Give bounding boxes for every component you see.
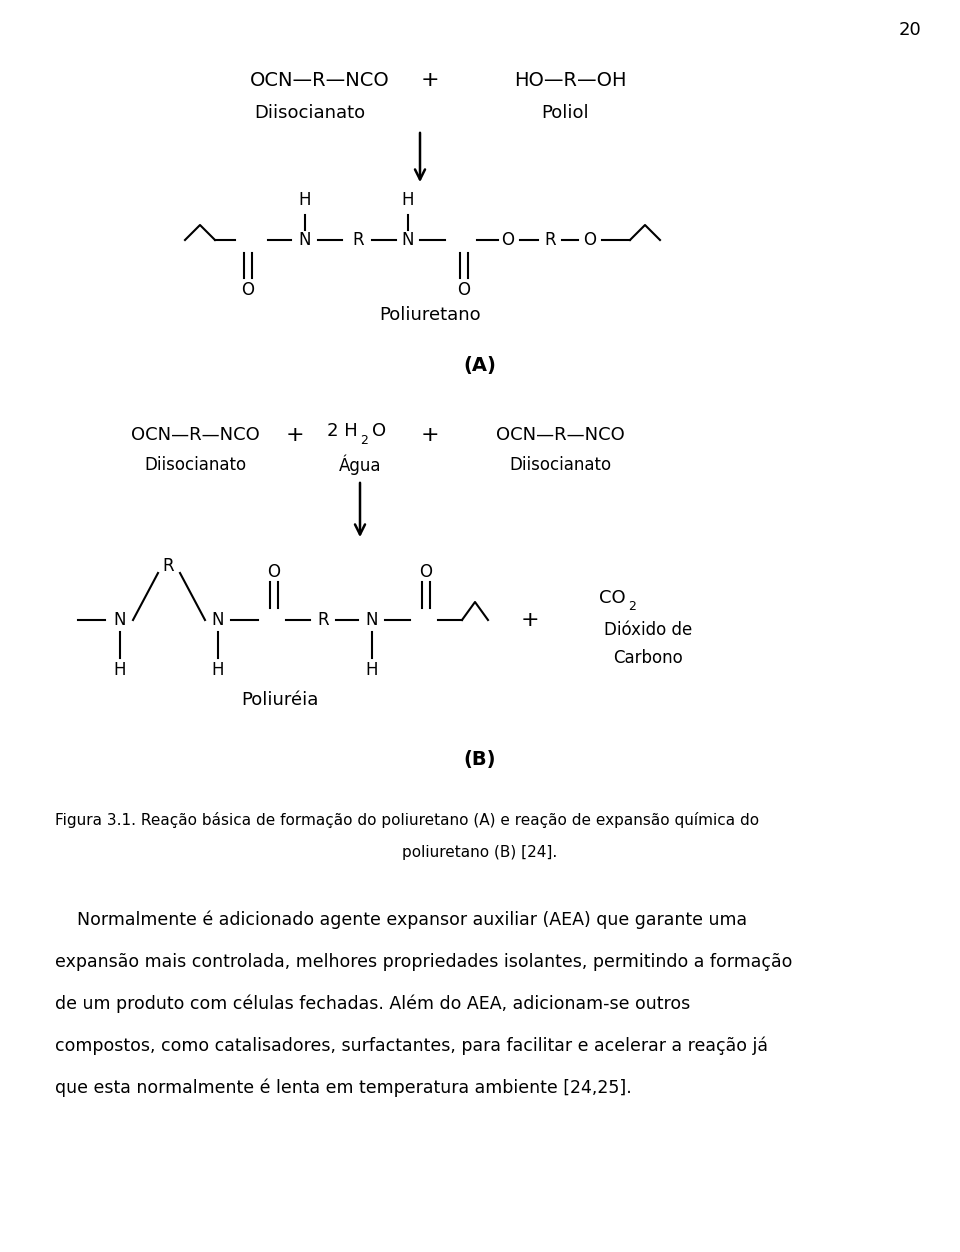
- Text: H: H: [401, 192, 415, 209]
- Text: Diisocianato: Diisocianato: [144, 456, 246, 475]
- Text: R: R: [352, 232, 364, 249]
- Text: +: +: [286, 424, 304, 444]
- Text: de um produto com células fechadas. Além do AEA, adicionam-se outros: de um produto com células fechadas. Além…: [55, 995, 690, 1013]
- Text: O: O: [268, 563, 280, 581]
- Text: O: O: [584, 232, 596, 249]
- Text: Normalmente é adicionado agente expansor auxiliar (AEA) que garante uma: Normalmente é adicionado agente expansor…: [55, 910, 747, 929]
- Text: Poliol: Poliol: [541, 104, 588, 121]
- Text: OCN—R—NCO: OCN—R—NCO: [131, 426, 259, 444]
- Text: O: O: [420, 563, 433, 581]
- Text: H: H: [212, 661, 225, 679]
- Text: 2 H: 2 H: [327, 422, 358, 439]
- Text: +: +: [420, 424, 440, 444]
- Text: R: R: [162, 557, 174, 575]
- Text: N: N: [299, 232, 311, 249]
- Text: Poliuretano: Poliuretano: [379, 305, 481, 324]
- Text: R: R: [544, 232, 556, 249]
- Text: 2: 2: [628, 600, 636, 612]
- Text: Figura 3.1. Reação básica de formação do poliuretano (A) e reação de expansão qu: Figura 3.1. Reação básica de formação do…: [55, 813, 759, 828]
- Text: CO: CO: [599, 588, 626, 607]
- Text: +: +: [420, 70, 440, 90]
- Text: H: H: [366, 661, 378, 679]
- Text: +: +: [520, 610, 540, 630]
- Text: Diisocianato: Diisocianato: [254, 104, 366, 121]
- Text: (A): (A): [464, 356, 496, 374]
- Text: 2: 2: [360, 433, 368, 447]
- Text: N: N: [113, 611, 127, 629]
- Text: O: O: [372, 422, 386, 439]
- Text: (B): (B): [464, 750, 496, 770]
- Text: O: O: [242, 280, 254, 299]
- Text: expansão mais controlada, melhores propriedades isolantes, permitindo a formação: expansão mais controlada, melhores propr…: [55, 953, 792, 972]
- Text: Água: Água: [339, 454, 381, 476]
- Text: N: N: [212, 611, 225, 629]
- Text: OCN—R—NCO: OCN—R—NCO: [495, 426, 624, 444]
- Text: O: O: [458, 280, 470, 299]
- Text: N: N: [366, 611, 378, 629]
- Text: H: H: [113, 661, 127, 679]
- Text: OCN—R—NCO: OCN—R—NCO: [251, 70, 390, 89]
- Text: O: O: [501, 232, 515, 249]
- Text: compostos, como catalisadores, surfactantes, para facilitar e acelerar a reação : compostos, como catalisadores, surfactan…: [55, 1037, 768, 1055]
- Text: R: R: [317, 611, 329, 629]
- Text: HO—R—OH: HO—R—OH: [514, 70, 626, 89]
- Text: poliuretano (B) [24].: poliuretano (B) [24].: [402, 845, 558, 860]
- Text: Carbono: Carbono: [613, 649, 683, 667]
- Text: Poliuréia: Poliuréia: [241, 691, 319, 709]
- Text: 20: 20: [899, 21, 922, 39]
- Text: N: N: [401, 232, 415, 249]
- Text: Diisocianato: Diisocianato: [509, 456, 612, 475]
- Text: Dióxido de: Dióxido de: [604, 621, 692, 639]
- Text: que esta normalmente é lenta em temperatura ambiente [24,25].: que esta normalmente é lenta em temperat…: [55, 1079, 632, 1097]
- Text: H: H: [299, 192, 311, 209]
